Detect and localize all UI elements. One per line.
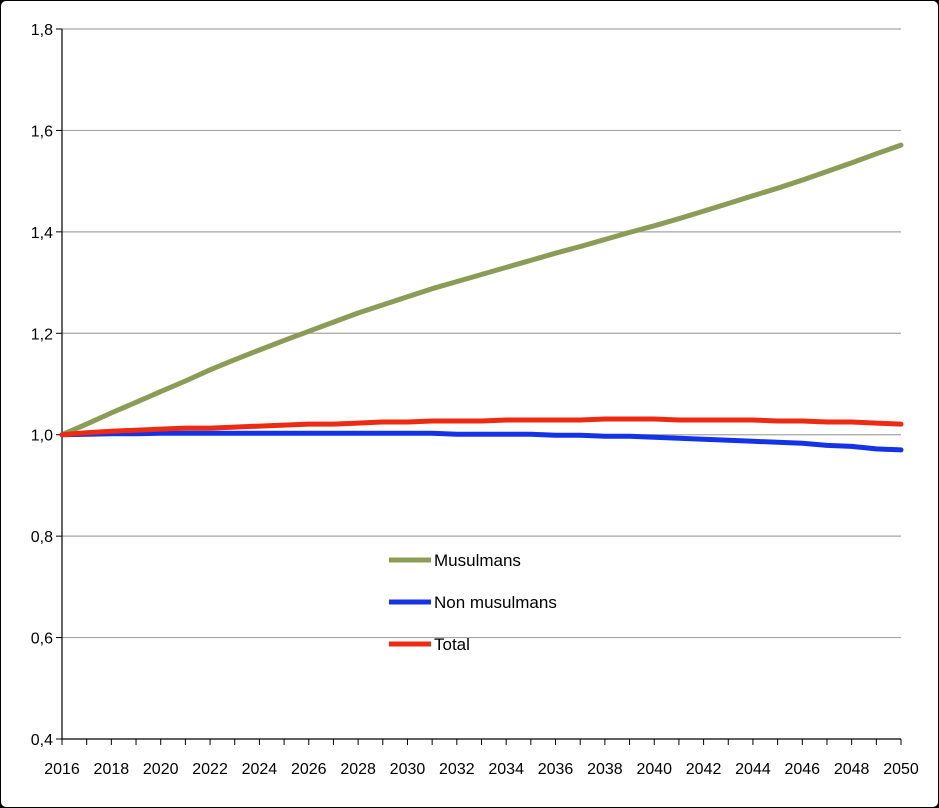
- y-tick-label: 1,2: [31, 326, 53, 343]
- x-tick-label: 2050: [883, 761, 919, 778]
- x-tick-label: 2026: [291, 761, 327, 778]
- x-tick-label: 2016: [44, 761, 80, 778]
- grid-lines: [62, 28, 901, 639]
- series-line-musulmans: [59, 142, 904, 438]
- x-tick-label: 2042: [686, 761, 722, 778]
- x-tick-label: 2040: [636, 761, 672, 778]
- y-tick-label: 1,0: [31, 428, 53, 445]
- x-tick-label: 2024: [242, 761, 278, 778]
- axes: [61, 29, 901, 740]
- legend-label: Musulmans: [434, 551, 521, 570]
- y-tick-label: 1,4: [31, 225, 53, 242]
- x-tick-label: 2034: [488, 761, 524, 778]
- x-tick-label: 2020: [143, 761, 179, 778]
- series-line-total: [59, 416, 904, 438]
- x-tick-label: 2044: [735, 761, 771, 778]
- legend-label: Non musulmans: [434, 593, 557, 612]
- x-tick-label: 2036: [538, 761, 574, 778]
- y-axis-ticks: 0,4 0,6 0,8 1,0 1,2 1,4 1,6 1,8: [31, 22, 62, 749]
- x-tick-label: 2038: [587, 761, 623, 778]
- x-tick-label: 2032: [439, 761, 475, 778]
- legend-label: Total: [434, 635, 470, 654]
- x-tick-label: 2048: [834, 761, 870, 778]
- x-tick-label: 2030: [390, 761, 426, 778]
- legend: Musulmans Non musulmans Total: [389, 551, 557, 654]
- x-tick-label: 2022: [192, 761, 228, 778]
- y-tick-label: 0,4: [31, 732, 53, 749]
- x-axis-ticks: 2016 2018 2020 2022 2024 2026 2028 2030 2032 2034…: [44, 739, 919, 778]
- y-tick-label: 0,8: [31, 529, 53, 546]
- series-line-non-musulmans: [59, 430, 904, 453]
- series-lines: [59, 142, 904, 453]
- y-tick-label: 1,8: [31, 22, 53, 39]
- x-tick-label: 2018: [94, 761, 130, 778]
- x-tick-label: 2028: [340, 761, 376, 778]
- y-tick-label: 0,6: [31, 631, 53, 648]
- y-tick-label: 1,6: [31, 123, 53, 140]
- x-tick-label: 2046: [784, 761, 820, 778]
